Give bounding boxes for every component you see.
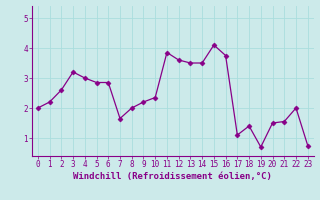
X-axis label: Windchill (Refroidissement éolien,°C): Windchill (Refroidissement éolien,°C) xyxy=(73,172,272,181)
